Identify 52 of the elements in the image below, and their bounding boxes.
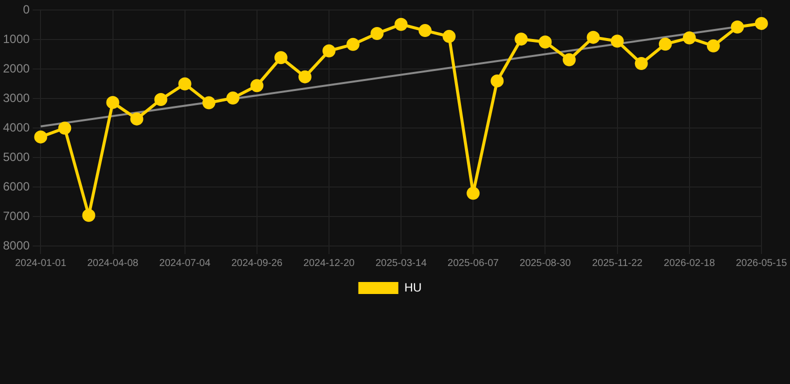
point	[370, 26, 384, 40]
point	[322, 44, 336, 58]
point	[682, 31, 696, 44]
point	[610, 34, 624, 48]
point	[442, 30, 456, 43]
point	[658, 38, 672, 51]
x-tick-label: 2024-04-08	[87, 258, 139, 269]
point	[466, 186, 480, 200]
point	[202, 96, 216, 110]
y-tick-label: 7000	[2, 208, 30, 223]
y-tick-label: 6000	[2, 179, 30, 194]
x-tick-label: 2024-12-20	[303, 258, 355, 269]
x-tick-label: 2024-07-04	[159, 258, 211, 269]
x-tick-label: 2025-08-30	[520, 258, 572, 269]
point	[226, 92, 240, 105]
x-tick-label: 2025-03-14	[375, 258, 428, 269]
point	[730, 20, 744, 34]
point	[562, 53, 576, 66]
point	[130, 112, 144, 126]
point	[394, 18, 408, 31]
point	[706, 39, 720, 52]
point	[154, 93, 168, 106]
point	[106, 96, 120, 109]
x-tick-label: 2024-09-26	[231, 258, 283, 269]
point	[514, 32, 528, 46]
legend-label: HU	[404, 280, 422, 294]
y-tick-label: 4000	[2, 120, 30, 134]
point	[634, 57, 648, 70]
point	[538, 36, 552, 49]
x-tick-label: 2026-02-18	[664, 258, 716, 269]
y-tick-label: 3000	[2, 90, 30, 105]
point	[346, 38, 360, 51]
x-tick-label: 2025-11-22	[592, 258, 643, 269]
x-tick-label: 2025-06-07	[448, 258, 500, 269]
point	[490, 74, 504, 88]
point	[298, 70, 312, 84]
point	[82, 208, 96, 222]
point	[586, 30, 600, 44]
x-tick-label: 2024-01-01	[15, 258, 67, 269]
y-tick-label: 5000	[2, 150, 30, 164]
point	[250, 79, 264, 92]
point	[274, 51, 288, 64]
point	[418, 24, 432, 38]
y-tick-label: 2000	[2, 61, 30, 76]
point	[178, 77, 192, 90]
y-tick-label: 1000	[2, 32, 30, 46]
point	[34, 130, 48, 144]
point	[754, 16, 768, 30]
x-tick-label: 2026-05-15	[736, 258, 788, 269]
y-tick-label: 8000	[2, 238, 30, 252]
y-tick-label: 0	[23, 2, 30, 17]
point	[58, 122, 72, 135]
